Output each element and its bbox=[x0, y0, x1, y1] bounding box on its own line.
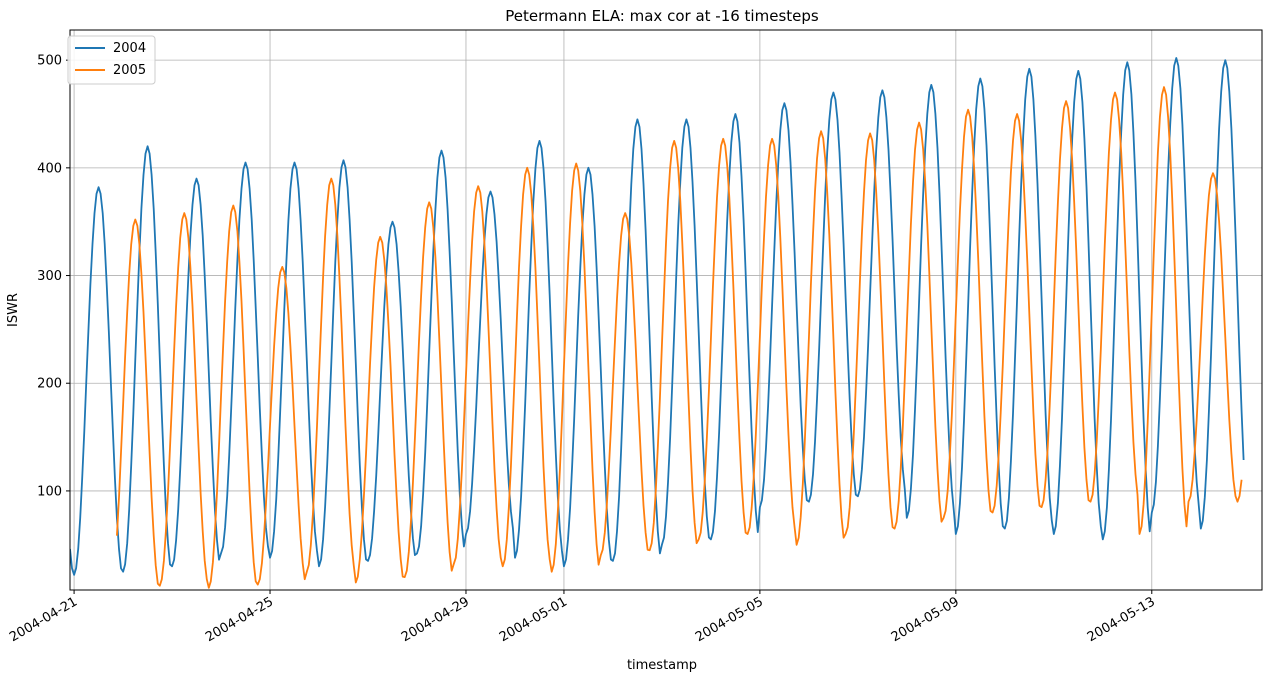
y-tick-label: 300 bbox=[37, 269, 62, 284]
x-tick-label: 2004-04-21 bbox=[7, 594, 80, 645]
y-tick-label: 500 bbox=[37, 54, 62, 69]
chart-title: Petermann ELA: max cor at -16 timesteps bbox=[505, 7, 819, 25]
y-axis-label: ISWR bbox=[6, 293, 21, 327]
x-tick-label: 2004-05-09 bbox=[889, 594, 962, 645]
y-tick-label: 200 bbox=[37, 377, 62, 392]
grid bbox=[70, 30, 1262, 590]
series-line-2005 bbox=[116, 86, 1243, 589]
x-axis-label: timestamp bbox=[627, 658, 697, 673]
x-tick-label: 2004-05-01 bbox=[497, 594, 570, 645]
y-axis: 100 200 300 400 500 bbox=[37, 54, 70, 499]
series-layer bbox=[70, 57, 1245, 589]
x-tick-label: 2004-05-05 bbox=[693, 594, 766, 645]
x-tick-label: 2004-04-29 bbox=[399, 594, 472, 645]
legend-label-2004: 2004 bbox=[113, 41, 146, 56]
y-tick-label: 400 bbox=[37, 161, 62, 176]
plot-frame bbox=[69, 29, 1263, 591]
x-tick-label: 2004-04-25 bbox=[203, 594, 276, 645]
x-tick-label: 2004-05-13 bbox=[1085, 594, 1158, 645]
series-line-2004 bbox=[70, 57, 1245, 576]
legend: 2004 2005 bbox=[67, 35, 156, 85]
y-tick-label: 100 bbox=[37, 484, 62, 499]
legend-label-2005: 2005 bbox=[113, 63, 146, 78]
x-axis: 2004-04-21 2004-04-25 2004-04-29 2004-05-01… bbox=[7, 590, 1158, 645]
